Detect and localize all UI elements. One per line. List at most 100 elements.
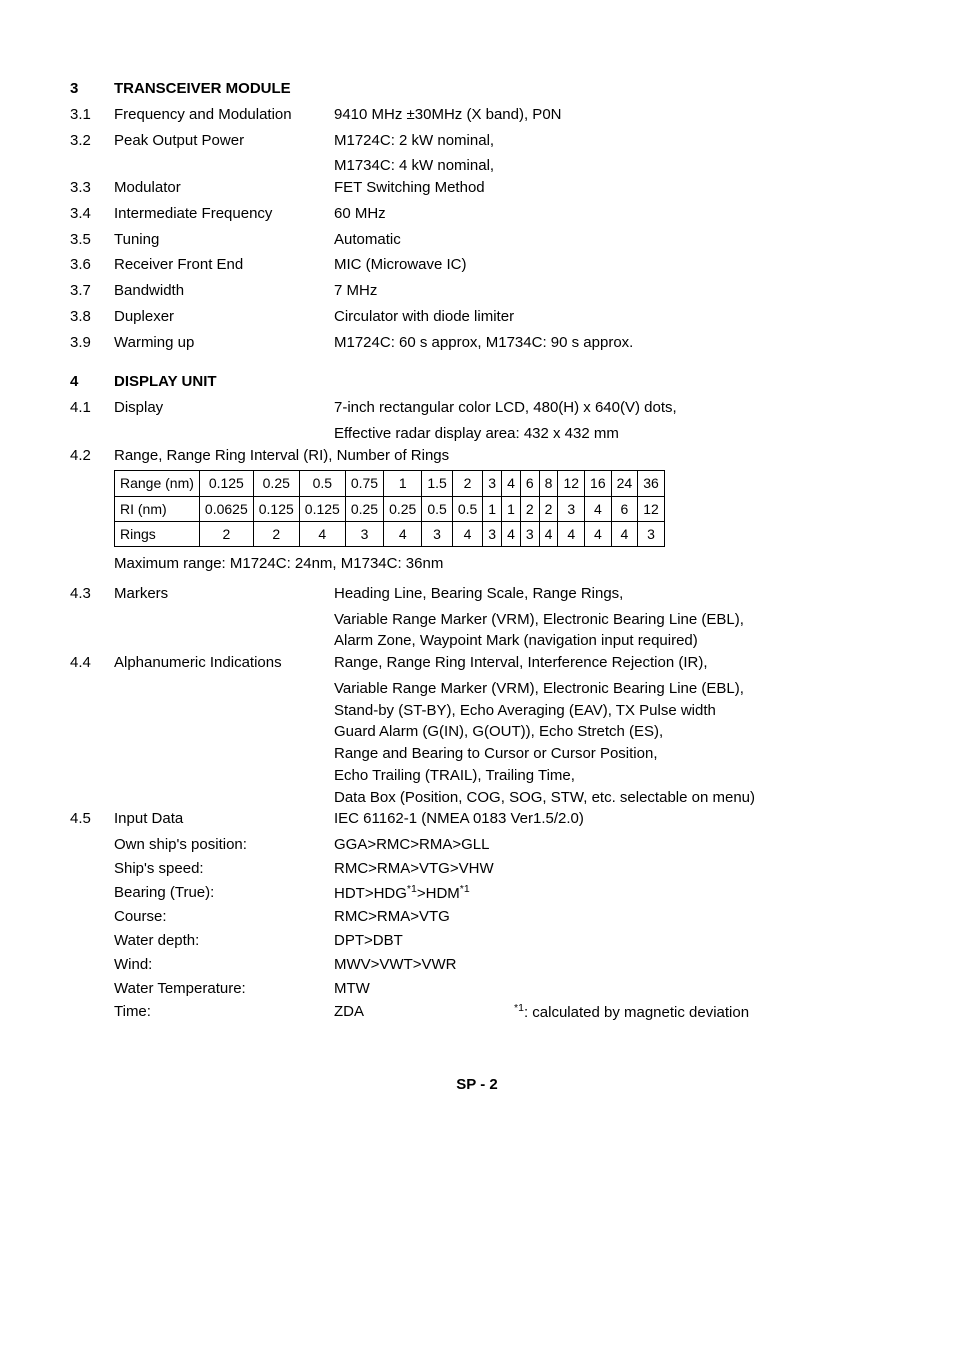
table-cell: 1 [502, 496, 521, 521]
row-4-2-num: 4.2 [70, 445, 114, 467]
row-4-4-line1: Variable Range Marker (VRM), Electronic … [334, 678, 884, 700]
row-label: Bandwidth [114, 280, 334, 302]
input-data-sub-5: Wind:MWV>VWT>VWR [114, 954, 884, 976]
row-4-5-num: 4.5 [70, 808, 114, 830]
row-val: 60 MHz [334, 203, 884, 225]
table-cell: 3 [345, 521, 383, 546]
table-cell: 24 [611, 471, 638, 496]
sub-val: RMC>RMA>VTG>VHW [334, 858, 884, 880]
row-val: M1724C: 2 kW nominal, [334, 130, 884, 152]
row-val: FET Switching Method [334, 177, 884, 199]
table-cell: 12 [638, 496, 665, 521]
row-num: 3.2 [70, 130, 114, 152]
row-4-1: 4.1 Display 7-inch rectangular color LCD… [70, 397, 884, 419]
row-val: 7 MHz [334, 280, 884, 302]
row-3-3: 3.3ModulatorFET Switching Method [70, 177, 884, 199]
row-3-2-val2: M1734C: 4 kW nominal, [334, 155, 884, 177]
row-3-7: 3.7Bandwidth7 MHz [70, 280, 884, 302]
table-cell: 6 [520, 471, 539, 496]
sub-label: Water Temperature: [114, 978, 334, 1000]
table-cell: 4 [585, 496, 612, 521]
sub-label: Ship's speed: [114, 858, 334, 880]
row-val: Automatic [334, 229, 884, 251]
row-label: Duplexer [114, 306, 334, 328]
sub-val: GGA>RMC>RMA>GLL [334, 834, 884, 856]
table-cell: 3 [638, 521, 665, 546]
section-4-title: DISPLAY UNIT [114, 371, 217, 393]
row-num: 3.6 [70, 254, 114, 276]
row-3-8: 3.8DuplexerCirculator with diode limiter [70, 306, 884, 328]
table-cell: 1 [384, 471, 422, 496]
time-footnote: *1: calculated by magnetic deviation [514, 1001, 749, 1024]
table-cell: 4 [539, 521, 558, 546]
time-label: Time: [114, 1001, 334, 1024]
table-cell: Range (nm) [115, 471, 200, 496]
sub-label: Own ship's position: [114, 834, 334, 856]
input-data-sub-1: Ship's speed:RMC>RMA>VTG>VHW [114, 858, 884, 880]
table-cell: 0.25 [253, 471, 299, 496]
time-val: ZDA [334, 1001, 514, 1024]
input-data-sub-6: Water Temperature:MTW [114, 978, 884, 1000]
sub-val: DPT>DBT [334, 930, 884, 952]
row-label: Warming up [114, 332, 334, 354]
row-4-2: 4.2 Range, Range Ring Interval (RI), Num… [70, 445, 884, 467]
row-3-9: 3.9Warming upM1724C: 60 s approx, M1734C… [70, 332, 884, 354]
row-4-1-label: Display [114, 397, 334, 419]
row-num: 3.4 [70, 203, 114, 225]
sub-val: HDT>HDG*1>HDM*1 [334, 882, 884, 905]
row-4-4-line2: Stand-by (ST-BY), Echo Averaging (EAV), … [334, 700, 884, 722]
row-4-4-first: Range, Range Ring Interval, Interference… [334, 652, 884, 674]
table-cell: 4 [611, 521, 638, 546]
row-4-4-line5: Echo Trailing (TRAIL), Trailing Time, [334, 765, 884, 787]
table-cell: Rings [115, 521, 200, 546]
table-cell: 4 [502, 521, 521, 546]
row-4-5: 4.5 Input Data IEC 61162-1 (NMEA 0183 Ve… [70, 808, 884, 830]
row-label: Tuning [114, 229, 334, 251]
input-data-sub-4: Water depth:DPT>DBT [114, 930, 884, 952]
table-cell: 2 [253, 521, 299, 546]
table-cell: 1.5 [422, 471, 452, 496]
row-label: Modulator [114, 177, 334, 199]
row-4-2-label: Range, Range Ring Interval (RI), Number … [114, 445, 449, 467]
row-4-3-line0: Heading Line, Bearing Scale, Range Rings… [334, 583, 884, 605]
table-cell: 16 [585, 471, 612, 496]
table-cell: 0.125 [199, 471, 253, 496]
row-4-5-val: IEC 61162-1 (NMEA 0183 Ver1.5/2.0) [334, 808, 884, 830]
row-num: 3.9 [70, 332, 114, 354]
table-cell: 3 [483, 471, 502, 496]
sub-label: Course: [114, 906, 334, 928]
table-cell: 0.0625 [199, 496, 253, 521]
page-footer: SP - 2 [70, 1074, 884, 1096]
row-4-3-line1: Variable Range Marker (VRM), Electronic … [334, 609, 884, 631]
row-val: 9410 MHz ±30MHz (X band), P0N [334, 104, 884, 126]
input-data-sub-3: Course:RMC>RMA>VTG [114, 906, 884, 928]
row-num: 3.7 [70, 280, 114, 302]
section-3-header: 3 TRANSCEIVER MODULE [70, 78, 884, 100]
row-3-6: 3.6Receiver Front EndMIC (Microwave IC) [70, 254, 884, 276]
table-cell: 0.5 [422, 496, 452, 521]
row-4-1-val2: Effective radar display area: 432 x 432 … [334, 423, 884, 445]
sub-val: RMC>RMA>VTG [334, 906, 884, 928]
row-4-3: 4.3 Markers Heading Line, Bearing Scale,… [70, 583, 884, 605]
table-cell: 3 [558, 496, 585, 521]
row-4-5-label: Input Data [114, 808, 334, 830]
input-data-sub-0: Own ship's position:GGA>RMC>RMA>GLL [114, 834, 884, 856]
sub-label: Bearing (True): [114, 882, 334, 905]
row-num: 3.5 [70, 229, 114, 251]
rings-table: Range (nm)0.1250.250.50.7511.52346812162… [114, 470, 665, 547]
row-time: Time: ZDA *1: calculated by magnetic dev… [114, 1001, 884, 1024]
table-cell: 0.25 [384, 496, 422, 521]
table-cell: 0.5 [452, 496, 482, 521]
table-cell: 0.125 [253, 496, 299, 521]
section-4-header: 4 DISPLAY UNIT [70, 371, 884, 393]
row-num: 3.8 [70, 306, 114, 328]
table-cell: 3 [520, 521, 539, 546]
table-cell: 36 [638, 471, 665, 496]
table-cell: 3 [422, 521, 452, 546]
table-cell: 12 [558, 471, 585, 496]
row-3-1: 3.1Frequency and Modulation9410 MHz ±30M… [70, 104, 884, 126]
row-4-1-val: 7-inch rectangular color LCD, 480(H) x 6… [334, 397, 884, 419]
row-3-5: 3.5TuningAutomatic [70, 229, 884, 251]
table-cell: 4 [585, 521, 612, 546]
sub-val: MWV>VWT>VWR [334, 954, 884, 976]
